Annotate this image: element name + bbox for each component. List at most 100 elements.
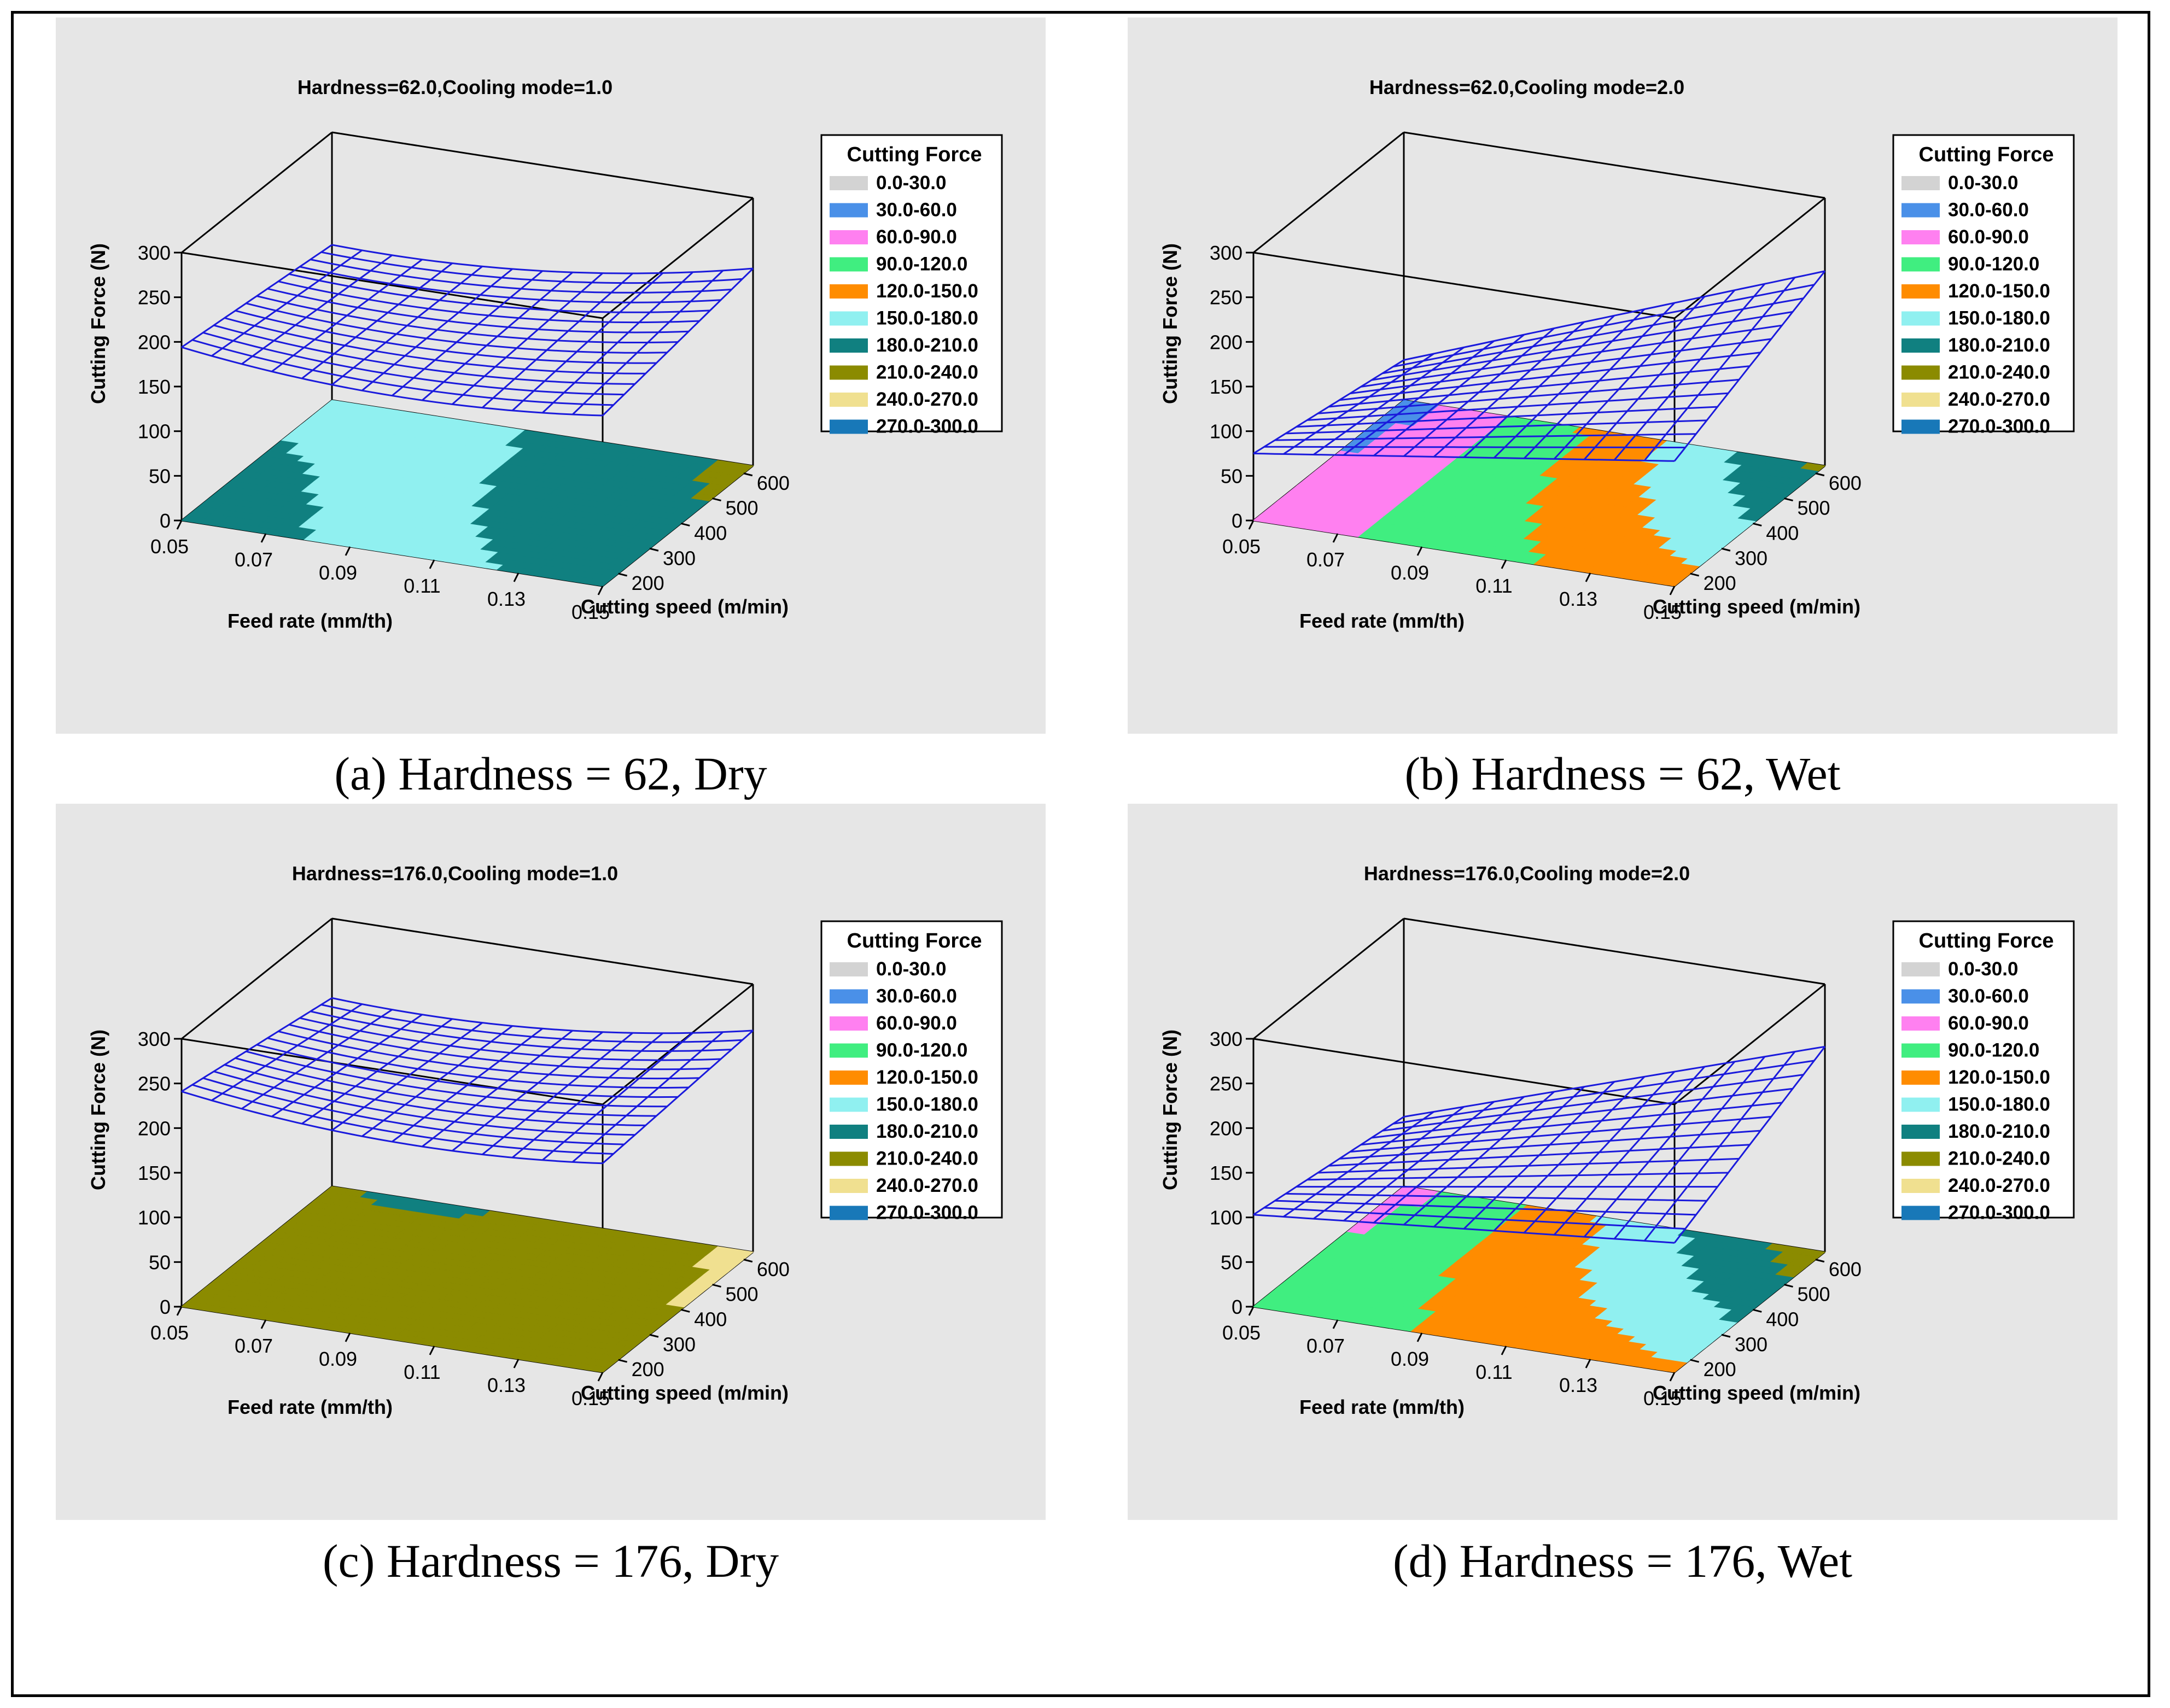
z-axis-label: Cutting Force (N) — [87, 1030, 109, 1190]
y-tick-label: 300 — [663, 1333, 696, 1355]
legend-swatch — [1901, 1206, 1940, 1220]
legend-swatch — [830, 338, 868, 353]
surface-gridline — [1371, 1087, 1793, 1139]
x-tick-label: 0.05 — [1222, 1321, 1261, 1344]
z-tick-label: 50 — [1221, 465, 1242, 487]
legend-swatch — [830, 1151, 868, 1166]
surface-gridline — [571, 270, 724, 416]
legend-label: 150.0-180.0 — [876, 308, 978, 329]
surface-gridline — [331, 244, 754, 274]
x-tick-label: 0.11 — [1475, 1361, 1512, 1383]
z-axis-label: Cutting Force (N) — [1159, 243, 1181, 404]
x-tick-label: 0.09 — [1391, 561, 1429, 584]
chart-title: Hardness=176.0,Cooling mode=1.0 — [292, 862, 618, 885]
surface-gridline — [1553, 1066, 1706, 1236]
surface-gridline — [1350, 338, 1771, 395]
x-tick — [176, 520, 183, 530]
z-tick-label: 0 — [1232, 510, 1242, 532]
z-tick-label: 200 — [1210, 331, 1242, 353]
y-tick-label: 500 — [726, 1283, 759, 1306]
y-tick-label: 200 — [1704, 572, 1736, 594]
legend-swatch — [1901, 419, 1940, 434]
y-tick — [618, 572, 628, 577]
legend-label: 180.0-210.0 — [876, 1121, 978, 1142]
legend-label: 210.0-240.0 — [876, 1148, 978, 1169]
legend-label: 240.0-270.0 — [876, 389, 978, 410]
x-tick — [176, 1306, 183, 1316]
y-tick-label: 600 — [1829, 1258, 1862, 1280]
legend-label: 120.0-150.0 — [876, 280, 978, 302]
legend-swatch — [830, 989, 868, 1004]
x-tick — [1585, 572, 1591, 582]
z-tick-label: 150 — [1210, 376, 1242, 398]
x-tick-label: 0.13 — [487, 1374, 526, 1396]
y-tick — [1815, 472, 1825, 477]
chart-panel-a: Hardness=62.0,Cooling mode=1.0 0 50 100 150 2… — [56, 17, 1046, 734]
surface-gridline — [1643, 1051, 1796, 1242]
surface-gridline — [452, 272, 603, 405]
surface-gridline — [310, 259, 732, 294]
surface-gridline — [1583, 1061, 1736, 1238]
x-tick — [1585, 1359, 1591, 1368]
legend-label: 0.0-30.0 — [1948, 172, 2018, 194]
legend-label: 120.0-150.0 — [876, 1067, 978, 1088]
contour-plot — [1252, 400, 1826, 587]
y-tick — [1690, 572, 1700, 577]
surface-gridline — [267, 288, 689, 334]
legend-swatch — [830, 419, 868, 434]
surface-gridline — [511, 272, 664, 412]
legend-swatch — [1901, 203, 1940, 218]
z-tick-label: 100 — [1210, 1207, 1242, 1229]
z-tick-label: 0 — [160, 1296, 171, 1318]
x-tick — [1669, 1372, 1676, 1382]
legend-swatch — [1901, 1097, 1940, 1112]
chart-panel-d: Hardness=176.0,Cooling mode=2.0 0 50 100 150… — [1128, 804, 2118, 1520]
surface-gridline — [542, 1032, 693, 1161]
y-tick-label: 300 — [663, 547, 696, 569]
x-tick — [345, 1332, 351, 1342]
z-tick-label: 50 — [1221, 1251, 1242, 1273]
box-edge — [1674, 983, 1825, 1105]
legend-label: 0.0-30.0 — [876, 172, 946, 194]
y-axis-label: Cutting speed (m/min) — [581, 1382, 789, 1404]
legend-swatch — [830, 176, 868, 190]
tick-marks — [174, 251, 753, 595]
surface-gridline — [422, 271, 573, 401]
x-tick — [1332, 533, 1339, 543]
surface-gridline — [1393, 284, 1815, 368]
x-axis-label: Feed rate (mm/th) — [1299, 1396, 1465, 1418]
legend-swatch — [830, 962, 868, 976]
tick-marks — [1246, 1038, 1825, 1382]
z-tick-label: 150 — [138, 376, 171, 398]
surface-gridline — [481, 272, 634, 408]
legend-swatch — [1901, 989, 1940, 1004]
legend-swatch — [830, 1179, 868, 1193]
surface-gridline — [1361, 324, 1782, 388]
surface-gridline — [310, 1010, 732, 1052]
legend-swatch — [830, 1206, 868, 1220]
z-tick-label: 100 — [138, 1207, 171, 1229]
y-axis-label: Cutting speed (m/min) — [1653, 595, 1860, 618]
y-tick — [743, 472, 753, 477]
legend-swatch — [1901, 1016, 1940, 1031]
y-axis-label: Cutting speed (m/min) — [1653, 1382, 1860, 1404]
legend-label: 150.0-180.0 — [876, 1094, 978, 1115]
y-tick — [743, 1259, 753, 1263]
legend-swatch — [830, 203, 868, 218]
legend-label: 30.0-60.0 — [876, 986, 957, 1007]
y-tick — [649, 1333, 659, 1338]
legend-label: 120.0-150.0 — [1948, 280, 2050, 302]
x-tick — [1669, 586, 1676, 595]
surface-gridline — [331, 997, 754, 1034]
y-tick — [680, 1308, 690, 1313]
legend-box — [820, 134, 1003, 432]
surface-gridline — [1613, 283, 1766, 461]
legend-swatch — [1901, 393, 1940, 407]
x-tick — [345, 546, 351, 556]
x-tick-label: 0.05 — [150, 1321, 189, 1344]
x-tick-label: 0.07 — [235, 1335, 273, 1357]
surface-gridline — [256, 295, 678, 343]
y-tick-label: 300 — [1735, 1333, 1768, 1355]
legend-swatch — [830, 1097, 868, 1112]
legend-label: 90.0-120.0 — [1948, 1040, 2039, 1061]
